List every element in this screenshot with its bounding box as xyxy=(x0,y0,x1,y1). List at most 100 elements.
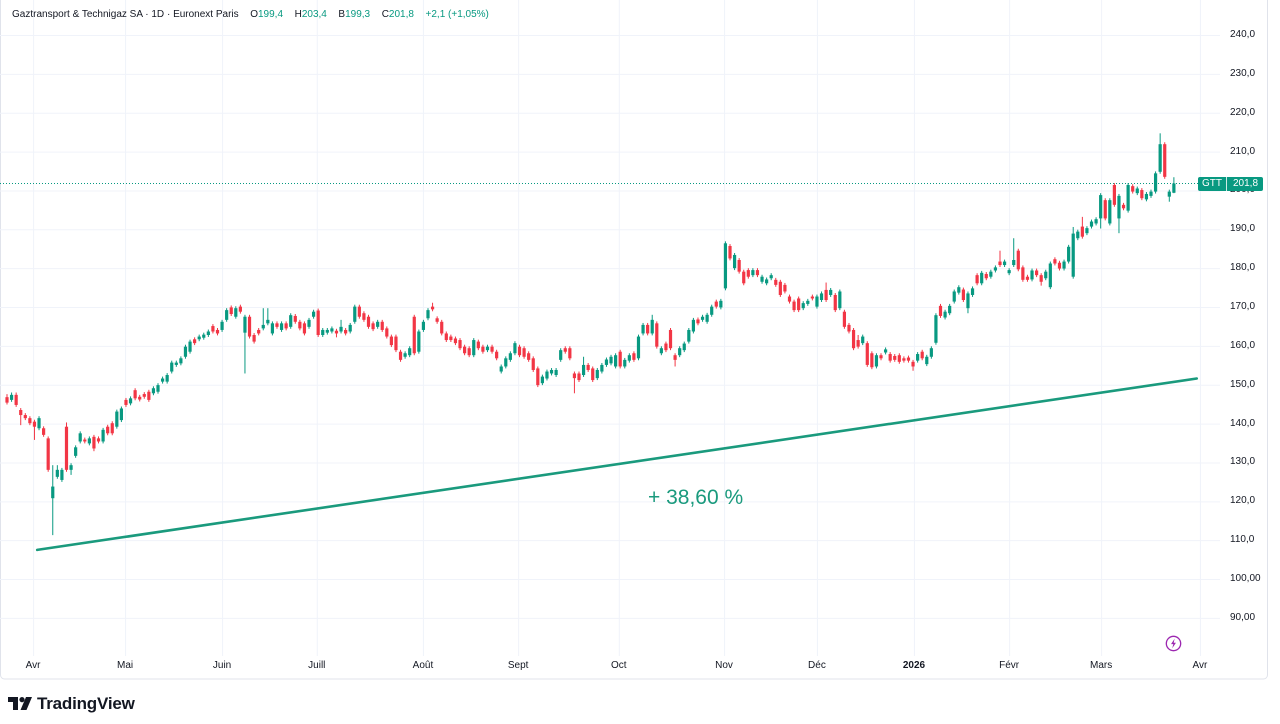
candle[interactable] xyxy=(787,294,792,304)
candle[interactable] xyxy=(1158,133,1162,174)
candle[interactable] xyxy=(170,360,174,374)
candle[interactable] xyxy=(472,338,476,358)
candle[interactable] xyxy=(1103,198,1107,221)
candle[interactable] xyxy=(984,272,988,281)
candle[interactable] xyxy=(618,349,622,369)
candle[interactable] xyxy=(453,336,458,346)
candle[interactable] xyxy=(691,317,695,334)
candle[interactable] xyxy=(559,348,563,362)
candle[interactable] xyxy=(435,316,439,324)
trend-percentage-annotation[interactable]: + 38,60 % xyxy=(648,486,744,509)
candle[interactable] xyxy=(1135,186,1139,196)
candle[interactable] xyxy=(28,416,32,426)
candle[interactable] xyxy=(188,339,192,354)
candle[interactable] xyxy=(838,289,842,311)
candle[interactable] xyxy=(531,356,535,372)
candle[interactable] xyxy=(742,269,746,286)
candle[interactable] xyxy=(906,355,911,363)
candle[interactable] xyxy=(128,396,133,406)
candle[interactable] xyxy=(778,279,782,297)
candle[interactable] xyxy=(659,346,663,356)
candle[interactable] xyxy=(874,353,879,369)
candle[interactable] xyxy=(55,465,59,479)
candle[interactable] xyxy=(632,351,636,362)
candle[interactable] xyxy=(46,436,50,472)
candle[interactable] xyxy=(211,324,215,334)
candle[interactable] xyxy=(1112,183,1116,207)
candle[interactable] xyxy=(9,392,14,402)
candle[interactable] xyxy=(449,334,453,342)
candle[interactable] xyxy=(948,303,952,316)
candle[interactable] xyxy=(540,374,544,386)
candle[interactable] xyxy=(463,344,467,356)
candle[interactable] xyxy=(160,376,165,384)
candle[interactable] xyxy=(513,341,517,356)
candle[interactable] xyxy=(966,291,970,314)
candle[interactable] xyxy=(1053,257,1057,266)
candle[interactable] xyxy=(705,312,709,324)
candle[interactable] xyxy=(664,341,668,353)
candle[interactable] xyxy=(765,277,769,286)
candle[interactable] xyxy=(801,301,805,311)
candle[interactable] xyxy=(696,317,700,326)
candle[interactable] xyxy=(636,334,641,361)
candle[interactable] xyxy=(1057,260,1062,271)
candle[interactable] xyxy=(916,352,920,363)
candle[interactable] xyxy=(119,406,123,423)
candle[interactable] xyxy=(723,241,728,291)
candle[interactable] xyxy=(668,328,673,351)
candle[interactable] xyxy=(476,339,480,351)
candle[interactable] xyxy=(1094,217,1098,226)
candle[interactable] xyxy=(1126,183,1130,213)
candle[interactable] xyxy=(225,308,229,322)
candle[interactable] xyxy=(302,321,307,336)
candle[interactable] xyxy=(243,314,247,374)
candle[interactable] xyxy=(545,369,549,381)
candlestick-series[interactable] xyxy=(5,133,1176,536)
candle[interactable] xyxy=(581,356,586,377)
candle[interactable] xyxy=(600,362,604,374)
candle[interactable] xyxy=(202,332,206,340)
candle[interactable] xyxy=(925,354,929,367)
candle[interactable] xyxy=(920,349,924,361)
candle[interactable] xyxy=(234,306,238,319)
candle[interactable] xyxy=(1167,189,1171,202)
candle[interactable] xyxy=(929,346,933,359)
candle[interactable] xyxy=(110,421,114,436)
candle[interactable] xyxy=(819,291,824,302)
candle[interactable] xyxy=(673,353,677,367)
candle[interactable] xyxy=(1076,229,1080,241)
candle[interactable] xyxy=(769,273,773,281)
candle[interactable] xyxy=(14,392,18,407)
candle[interactable] xyxy=(490,344,494,354)
candle[interactable] xyxy=(934,313,938,345)
candle[interactable] xyxy=(755,268,760,278)
candle[interactable] xyxy=(856,334,860,349)
candle[interactable] xyxy=(998,250,1002,267)
candle[interactable] xyxy=(870,351,874,370)
candle[interactable] xyxy=(362,311,366,322)
candle[interactable] xyxy=(700,314,705,322)
tradingview-logo[interactable]: TradingView xyxy=(8,694,135,714)
candle[interactable] xyxy=(1039,273,1043,286)
candle[interactable] xyxy=(481,344,485,354)
candle[interactable] xyxy=(1085,226,1089,236)
candle[interactable] xyxy=(142,392,146,399)
candle[interactable] xyxy=(412,314,416,356)
candle[interactable] xyxy=(115,409,119,429)
candle[interactable] xyxy=(563,346,567,354)
candle[interactable] xyxy=(943,309,947,320)
candle[interactable] xyxy=(179,356,183,366)
candle[interactable] xyxy=(339,319,343,334)
candle[interactable] xyxy=(398,349,403,362)
candle[interactable] xyxy=(174,360,178,367)
candle[interactable] xyxy=(96,436,101,444)
candle[interactable] xyxy=(810,294,814,301)
candle[interactable] xyxy=(1012,238,1016,267)
candle[interactable] xyxy=(746,268,750,279)
candle[interactable] xyxy=(911,359,915,371)
candle[interactable] xyxy=(385,326,389,339)
candle[interactable] xyxy=(275,321,279,329)
candle[interactable] xyxy=(495,349,499,361)
candle[interactable] xyxy=(554,368,558,377)
